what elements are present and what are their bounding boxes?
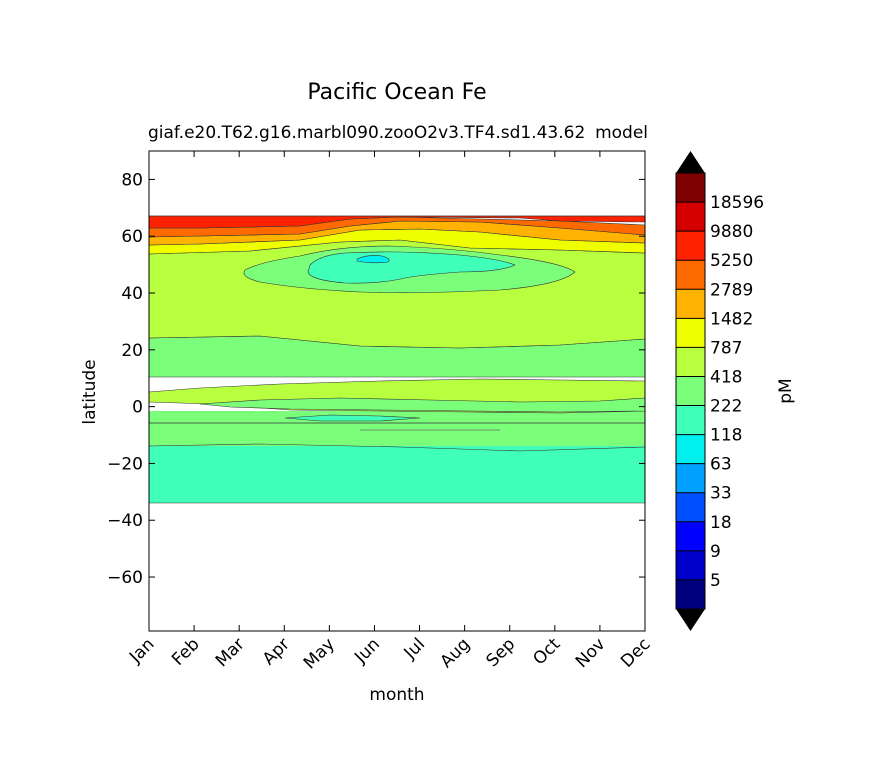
contour-fill [149,215,645,504]
contour-blob-63-118-north [356,255,390,264]
colorbar-swatch [676,405,705,435]
colorbar-swatch [676,347,705,377]
x-tick-label: Nov [572,634,610,672]
colorbar-tick-label: 9 [710,542,721,562]
colorbar-swatch [676,260,705,290]
colorbar-tick-label: 18596 [710,193,764,213]
x-tick-label: Sep [482,634,519,671]
contour-band-222-418-tropics [149,411,645,446]
y-tick-label: 80 [121,170,143,190]
colorbar-tick-label: 5250 [710,251,753,271]
colorbar-tick-label: 5 [710,571,721,591]
colorbar-extend-high [676,151,705,173]
colorbar-tick-label: 222 [710,397,742,417]
x-tick-label: Dec [617,634,654,671]
y-tick-label: 0 [132,398,143,418]
y-tick-label: 60 [121,227,143,247]
colorbar-swatch [676,376,705,406]
colorbar-swatch [676,231,705,261]
colorbar-tick-label: 9880 [710,222,753,242]
contour-band-118-222-south [149,446,645,503]
x-tick-label: May [300,634,339,673]
colorbar-swatch [676,289,705,319]
x-tick-label: Apr [259,634,294,669]
colorbar-frame [675,172,706,610]
colorbar-tick-label: 63 [710,455,732,475]
y-tick-label: −60 [107,568,143,588]
colorbar-swatch [676,434,705,464]
contour-band-118-222-equator-strip [284,414,421,422]
x-tick-label: Aug [437,634,475,672]
colorbar-swatch [676,579,705,609]
chart-subtitle-model: model [595,123,648,143]
colorbar: 5 9 18 33 63 118 222 418 787 1482 2789 5250 9880 1859… [675,151,764,631]
colorbar-tick-label: 118 [710,426,742,446]
y-tick-label: 40 [121,284,143,304]
y-tick-label: 20 [121,341,143,361]
colorbar-tick-label: 33 [710,484,732,504]
colorbar-swatch [676,492,705,522]
contour-boundary-south [149,443,645,452]
contour-band-222-418-equator-inner [199,397,645,413]
x-tick-label: Mar [212,634,249,671]
chart-subtitle-case: giaf.e20.T62.g16.marbl090.zooO2v3.TF4.sd… [148,123,585,143]
colorbar-tick-label: 18 [710,513,732,533]
colorbar-swatch [676,550,705,580]
colorbar-tick-label: 1482 [710,309,753,329]
y-axis-label: latitude [80,359,100,424]
x-tick-label: Jun [350,634,384,668]
colorbar-tick-label: 2789 [710,280,753,300]
colorbar-label: pM [776,378,796,403]
y-axis: 80 60 40 20 0 −20 −40 −60 [107,170,645,588]
colorbar-swatch [676,173,705,203]
x-tick-label: Jul [400,634,429,663]
x-axis-label: month [369,685,424,705]
x-tick-label: Feb [168,634,203,669]
x-tick-label: Jan [125,634,158,667]
y-tick-label: −20 [107,454,143,474]
colorbar-tick-label: 418 [710,367,742,387]
colorbar-swatch [676,318,705,348]
colorbar-tick-label: 787 [710,338,742,358]
colorbar-extend-low [676,609,705,631]
x-tick-label: Oct [529,634,564,669]
colorbar-swatch [676,521,705,551]
chart-title: Pacific Ocean Fe [307,80,486,105]
colorbar-swatch [676,463,705,493]
colorbar-swatch [676,202,705,232]
y-tick-label: −40 [107,511,143,531]
plot-frame [148,150,646,632]
